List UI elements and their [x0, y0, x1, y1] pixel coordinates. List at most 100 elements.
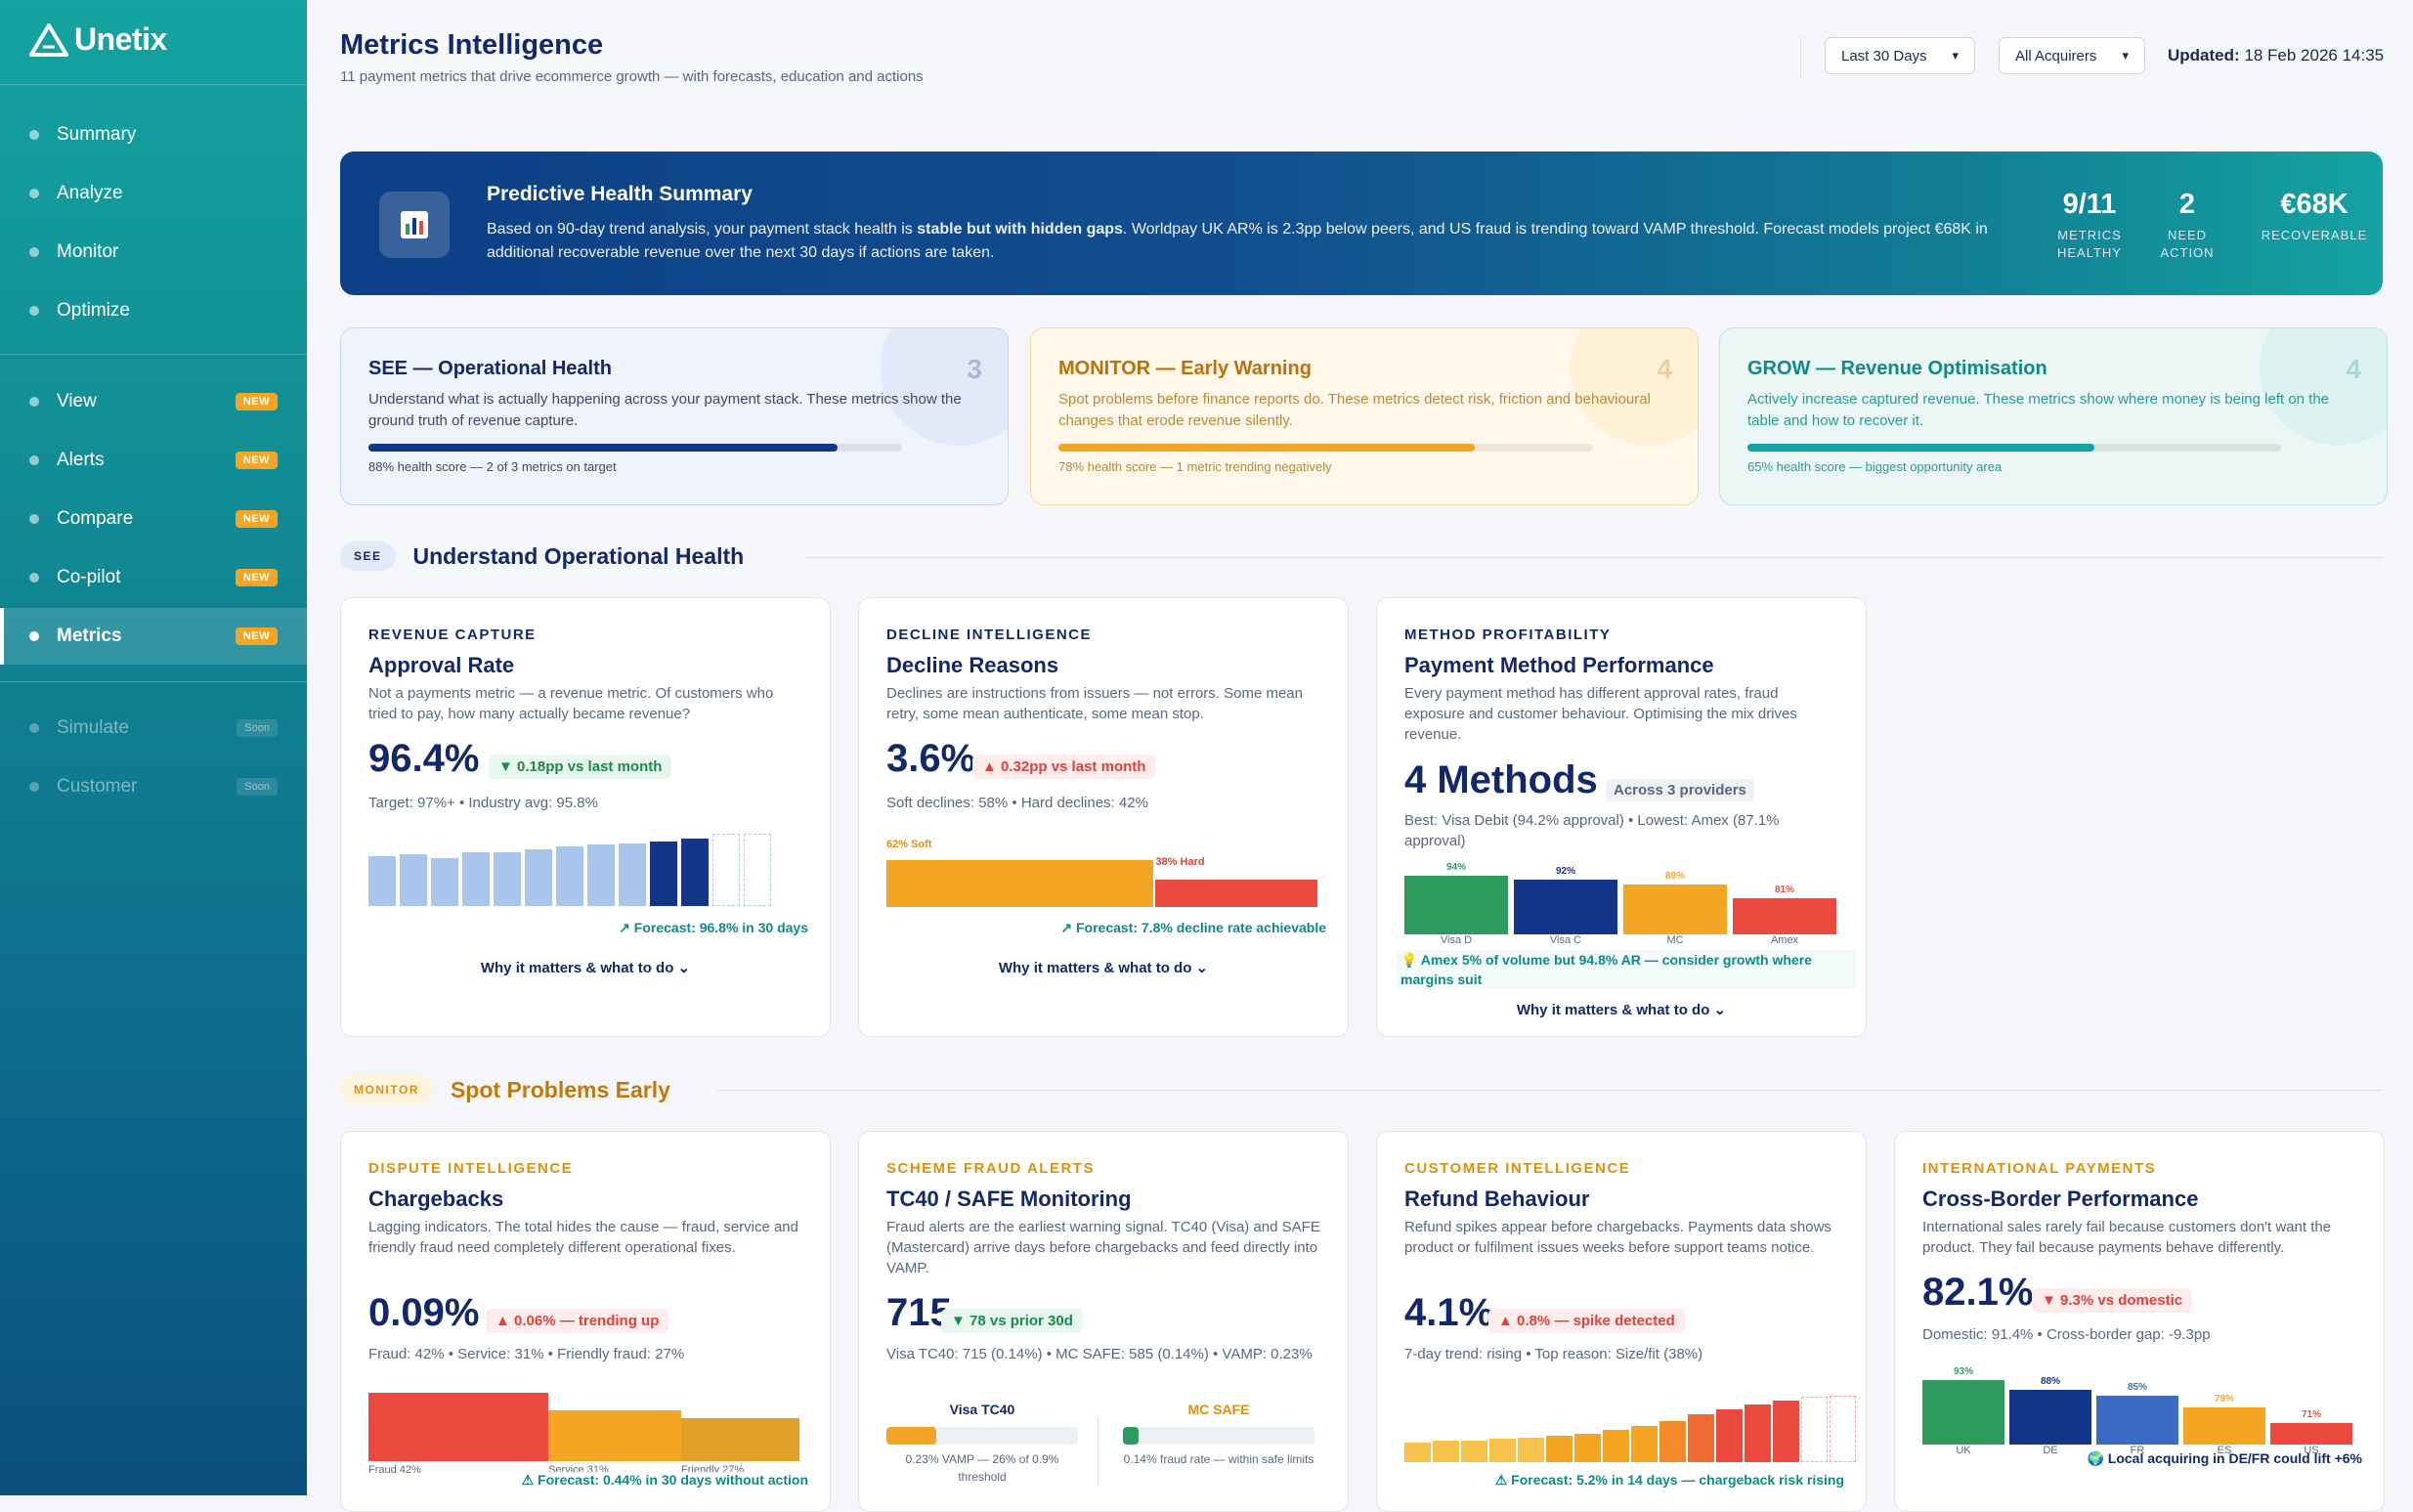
- sidebar-item-label: View: [57, 391, 97, 411]
- card-description: Lagging indicators. The total hides the …: [368, 1219, 798, 1256]
- metric-card-chargebacks[interactable]: DISPUTE INTELLIGENCE Chargebacks Lagging…: [340, 1131, 831, 1512]
- pillar-grow[interactable]: 4 GROW — Revenue Optimisation Actively i…: [1719, 327, 2388, 505]
- method-bar-group: 89% MC: [1623, 854, 1727, 946]
- pillar-count: 4: [1657, 354, 1672, 384]
- method-bar: [1404, 876, 1508, 934]
- bullet-icon: [29, 247, 39, 257]
- delta-badge: ▼ 9.3% vs domestic: [2032, 1288, 2193, 1313]
- chart-icon: [379, 192, 450, 258]
- metric-value: 3.6%: [886, 737, 976, 780]
- new-badge: NEW: [235, 510, 278, 528]
- stat-label-line: ACTION: [2160, 245, 2215, 260]
- period-select-value: Last 30 Days: [1841, 47, 1927, 65]
- decline-split-chart: 62% Soft 38% Hard: [886, 839, 1317, 907]
- mc-safe-gauge-fill: [1123, 1427, 1139, 1445]
- insight-text: 🌍 Local acquiring in DE/FR could lift +6…: [2087, 1450, 2362, 1466]
- method-bar-value: 89%: [1664, 870, 1685, 882]
- header-divider: [1800, 37, 1801, 78]
- refund-bar: [1433, 1441, 1459, 1462]
- section-header-see: SEE Understand Operational Health: [340, 541, 744, 571]
- new-badge: NEW: [235, 569, 278, 586]
- metric-value: 0.09%: [368, 1291, 480, 1334]
- section-header-monitor: MONITOR Spot Problems Early: [340, 1075, 670, 1104]
- soft-decline-bar: [886, 860, 1154, 907]
- why-label: Why it matters & what to do: [1516, 1002, 1710, 1018]
- card-description: Every payment method has different appro…: [1404, 685, 1797, 743]
- stat-label-line: RECOVERABLE: [2261, 228, 2368, 242]
- method-bar: [1733, 897, 1836, 934]
- why-it-matters-toggle[interactable]: Why it matters & what to do ⌄: [1377, 1001, 1866, 1018]
- metric-card-refund-behaviour[interactable]: CUSTOMER INTELLIGENCE Refund Behaviour R…: [1376, 1131, 1867, 1512]
- approval-bar: [431, 857, 458, 906]
- country-bar: [2183, 1407, 2265, 1445]
- country-bar-label: DE: [2043, 1445, 2058, 1456]
- chevron-down-icon: ⌄: [1713, 1002, 1727, 1018]
- card-category: SCHEME FRAUD ALERTS: [886, 1160, 1095, 1177]
- sidebar-item-co-pilot[interactable]: Co-pilot NEW: [0, 549, 307, 606]
- sidebar-item-label: Monitor: [57, 241, 119, 262]
- acquirer-select[interactable]: All Acquirers ▾: [1999, 37, 2145, 74]
- fraud-bar: [368, 1393, 548, 1461]
- metric-card-decline-reasons[interactable]: DECLINE INTELLIGENCE Decline Reasons Dec…: [858, 597, 1349, 1037]
- pillar-count: 3: [967, 354, 982, 384]
- country-bar-value: 85%: [2127, 1382, 2147, 1393]
- period-select[interactable]: Last 30 Days ▾: [1825, 37, 1975, 74]
- stat-label: NEED ACTION: [2143, 227, 2231, 262]
- pillar-monitor[interactable]: 4 MONITOR — Early Warning Spot problems …: [1030, 327, 1699, 505]
- sidebar-item-metrics[interactable]: Metrics NEW: [0, 608, 307, 665]
- card-title: Cross-Border Performance: [1922, 1187, 2199, 1211]
- sidebar-item-monitor[interactable]: Monitor: [0, 224, 307, 281]
- health-progress-fill: [1058, 444, 1475, 452]
- sidebar-item-view[interactable]: View NEW: [0, 373, 307, 430]
- card-category: CUSTOMER INTELLIGENCE: [1404, 1160, 1631, 1177]
- sidebar-item-summary[interactable]: Summary: [0, 107, 307, 163]
- sidebar-item-analyze[interactable]: Analyze: [0, 165, 307, 222]
- insight-text: 💡 Amex 5% of volume but 94.8% AR — consi…: [1397, 950, 1856, 989]
- pillar-title: MONITOR — Early Warning: [1058, 358, 1312, 379]
- metric-card-approval-rate[interactable]: REVENUE CAPTURE Approval Rate Not a paym…: [340, 597, 831, 1037]
- metric-value: 4 Methods: [1404, 758, 1598, 801]
- sidebar-item-customer[interactable]: Customer Soon: [0, 758, 307, 815]
- card-title: Approval Rate: [368, 653, 515, 677]
- forecast-text: ⚠ Forecast: 5.2% in 14 days — chargeback…: [1494, 1472, 1844, 1488]
- chevron-down-icon: ⌄: [1195, 960, 1209, 976]
- delta-badge: ▲ 0.06% — trending up: [486, 1309, 669, 1333]
- soon-badge: Soon: [237, 719, 278, 737]
- why-it-matters-toggle[interactable]: Why it matters & what to do ⌄: [859, 959, 1348, 976]
- pillar-see[interactable]: 3 SEE — Operational Health Understand wh…: [340, 327, 1009, 505]
- gauge-divider: [1098, 1417, 1099, 1486]
- sidebar-item-label: Simulate: [57, 717, 129, 738]
- method-bar-group: 81% Amex: [1733, 854, 1836, 946]
- sidebar-item-label: Optimize: [57, 300, 130, 321]
- why-label: Why it matters & what to do: [998, 960, 1192, 976]
- banner-text: Based on 90-day trend analysis, your pay…: [487, 218, 1992, 265]
- app-name: Unetix: [74, 22, 167, 57]
- sidebar-item-compare[interactable]: Compare NEW: [0, 491, 307, 547]
- mc-safe-gauge: [1123, 1427, 1314, 1445]
- refund-bar: [1404, 1442, 1431, 1462]
- page-subtitle: 11 payment metrics that drive ecommerce …: [340, 68, 924, 85]
- service-bar: [548, 1410, 681, 1461]
- sidebar-item-alerts[interactable]: Alerts NEW: [0, 432, 307, 489]
- country-bar-group: 88% DE: [2009, 1349, 2091, 1456]
- stat-label-line: HEALTHY: [2057, 245, 2122, 260]
- metric-card-cross-border[interactable]: INTERNATIONAL PAYMENTS Cross-Border Perf…: [1894, 1131, 2385, 1512]
- app-logo[interactable]: Unetix: [29, 22, 167, 58]
- bullet-icon: [29, 130, 39, 140]
- approval-bar: [744, 833, 771, 906]
- sidebar: Unetix Summary Analyze Monitor Optimize …: [0, 0, 307, 1495]
- metric-value: 4.1%: [1404, 1291, 1494, 1334]
- delta-badge: ▼ 78 vs prior 30d: [941, 1309, 1083, 1333]
- metric-card-tc40-safe[interactable]: SCHEME FRAUD ALERTS TC40 / SAFE Monitori…: [858, 1131, 1349, 1512]
- method-bar: [1623, 884, 1727, 934]
- country-bar-value: 93%: [1953, 1366, 1973, 1377]
- metric-card-payment-methods[interactable]: METHOD PROFITABILITY Payment Method Perf…: [1376, 597, 1867, 1037]
- method-bar-value: 81%: [1774, 884, 1794, 895]
- sidebar-item-optimize[interactable]: Optimize: [0, 282, 307, 339]
- why-it-matters-toggle[interactable]: Why it matters & what to do ⌄: [341, 959, 830, 976]
- banner-text-part: . Worldpay UK AR% is 2.3pp below peers, …: [487, 221, 1988, 261]
- bullet-icon: [29, 723, 39, 733]
- sidebar-item-simulate[interactable]: Simulate Soon: [0, 700, 307, 756]
- method-bar-label: Visa D: [1440, 934, 1473, 946]
- banner-text-part: Based on 90-day trend analysis, your pay…: [487, 221, 918, 238]
